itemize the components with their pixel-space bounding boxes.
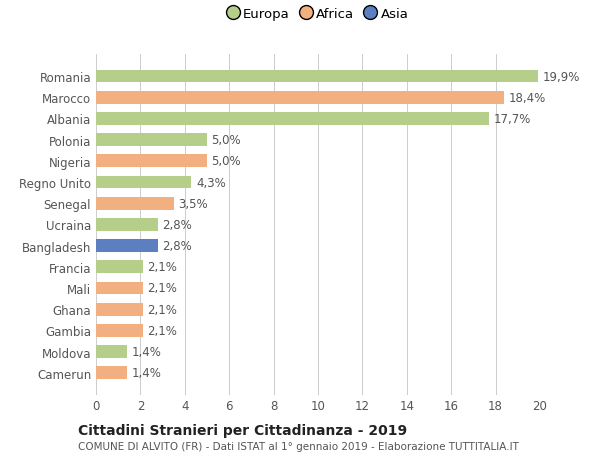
Bar	[96, 155, 207, 168]
Bar	[96, 367, 127, 379]
Text: 3,5%: 3,5%	[178, 197, 208, 210]
Text: 4,3%: 4,3%	[196, 176, 226, 189]
Bar	[96, 282, 143, 295]
Bar	[96, 113, 489, 125]
Bar	[96, 346, 127, 358]
Bar	[96, 176, 191, 189]
Text: Cittadini Stranieri per Cittadinanza - 2019: Cittadini Stranieri per Cittadinanza - 2…	[78, 423, 407, 437]
Text: 2,1%: 2,1%	[147, 303, 177, 316]
Text: 2,8%: 2,8%	[163, 240, 193, 252]
Bar	[96, 92, 505, 104]
Bar	[96, 325, 143, 337]
Text: 18,4%: 18,4%	[509, 91, 546, 105]
Text: COMUNE DI ALVITO (FR) - Dati ISTAT al 1° gennaio 2019 - Elaborazione TUTTITALIA.: COMUNE DI ALVITO (FR) - Dati ISTAT al 1°…	[78, 441, 519, 451]
Bar	[96, 240, 158, 252]
Text: 2,8%: 2,8%	[163, 218, 193, 231]
Text: 1,4%: 1,4%	[131, 366, 161, 380]
Bar	[96, 197, 174, 210]
Text: 5,0%: 5,0%	[211, 155, 241, 168]
Text: 1,4%: 1,4%	[131, 345, 161, 358]
Text: 17,7%: 17,7%	[493, 112, 531, 126]
Text: 5,0%: 5,0%	[211, 134, 241, 147]
Bar	[96, 134, 207, 147]
Text: 2,1%: 2,1%	[147, 324, 177, 337]
Text: 2,1%: 2,1%	[147, 261, 177, 274]
Bar	[96, 71, 538, 83]
Bar	[96, 218, 158, 231]
Text: 19,9%: 19,9%	[542, 70, 580, 84]
Text: 2,1%: 2,1%	[147, 282, 177, 295]
Bar	[96, 261, 143, 274]
Bar	[96, 303, 143, 316]
Legend: Europa, Africa, Asia: Europa, Africa, Asia	[227, 7, 409, 21]
